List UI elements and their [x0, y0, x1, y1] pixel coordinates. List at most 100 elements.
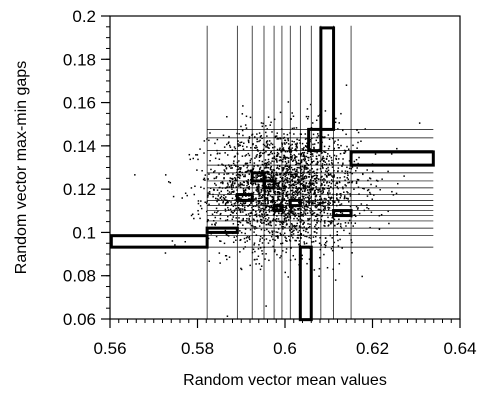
data-point [291, 224, 294, 226]
data-point [230, 177, 233, 180]
data-point [231, 191, 233, 193]
data-point [305, 177, 308, 179]
data-point [298, 179, 300, 181]
data-point [305, 205, 307, 208]
data-point [282, 234, 285, 237]
data-point [244, 174, 246, 176]
data-point [282, 194, 284, 197]
data-point [249, 169, 252, 172]
data-point [262, 211, 265, 213]
data-point [215, 184, 217, 186]
data-point [303, 170, 305, 172]
data-point [274, 136, 277, 139]
data-point [237, 174, 240, 176]
data-point [302, 184, 304, 187]
data-point [276, 159, 278, 162]
data-point [357, 131, 360, 134]
data-point [229, 181, 232, 183]
data-point [293, 154, 296, 156]
data-point [286, 212, 289, 215]
data-point [265, 125, 267, 127]
data-point [223, 197, 226, 200]
data-point [239, 186, 242, 189]
data-point [327, 166, 329, 169]
data-point [267, 163, 270, 166]
data-point [235, 207, 237, 210]
data-point [276, 215, 278, 217]
data-point [203, 177, 206, 180]
data-point [312, 193, 315, 195]
data-point [251, 184, 254, 186]
data-point [210, 168, 212, 171]
data-point [344, 170, 347, 172]
data-point [256, 203, 258, 206]
data-point [234, 147, 237, 150]
data-point [292, 160, 294, 162]
data-point [316, 228, 318, 230]
data-point [271, 160, 273, 162]
data-point [305, 182, 308, 184]
data-point [294, 176, 296, 179]
data-point [280, 213, 283, 215]
data-point [213, 171, 215, 173]
data-point [288, 147, 291, 150]
data-point [335, 155, 338, 157]
data-point [239, 183, 242, 186]
data-point [231, 188, 233, 190]
data-point [326, 155, 329, 158]
data-point [264, 163, 266, 165]
data-point [239, 251, 241, 253]
data-point [284, 178, 287, 180]
data-point [314, 200, 317, 203]
data-point [240, 268, 243, 271]
data-point [265, 172, 267, 175]
data-point [250, 224, 253, 227]
data-point [247, 140, 250, 142]
data-point [303, 226, 305, 228]
data-point [230, 211, 233, 213]
data-point [275, 177, 278, 180]
data-point [279, 181, 281, 183]
data-point [342, 158, 344, 160]
data-point [308, 157, 310, 159]
data-point [267, 176, 270, 179]
data-point [263, 192, 266, 194]
x-tick-label: 0.58 [181, 339, 214, 358]
data-point [330, 186, 332, 188]
data-point [307, 115, 310, 118]
data-point [287, 157, 290, 160]
data-point [345, 84, 348, 86]
data-point [291, 212, 294, 215]
data-point [248, 170, 250, 172]
data-point [212, 195, 214, 198]
data-point [378, 228, 381, 231]
data-point [209, 192, 211, 195]
data-point [314, 189, 316, 192]
data-point [268, 147, 270, 149]
data-point [286, 223, 288, 225]
data-point [268, 140, 271, 142]
data-point [292, 184, 295, 186]
data-point [347, 148, 350, 150]
data-point [329, 223, 332, 225]
data-point [343, 195, 346, 197]
data-point [249, 116, 252, 119]
data-point [208, 203, 210, 206]
data-point [228, 135, 230, 138]
data-point [268, 209, 270, 211]
data-point [265, 206, 268, 209]
data-point [290, 189, 293, 192]
data-point [260, 202, 263, 204]
data-point [246, 184, 248, 187]
data-point [285, 206, 287, 208]
data-point [285, 178, 287, 181]
data-point [294, 197, 296, 200]
data-point [254, 182, 256, 185]
data-point [261, 250, 263, 252]
data-point [238, 171, 241, 173]
data-point [327, 202, 329, 205]
data-point [322, 208, 325, 211]
data-point [292, 115, 295, 117]
data-point [238, 221, 241, 223]
data-point [315, 206, 317, 209]
